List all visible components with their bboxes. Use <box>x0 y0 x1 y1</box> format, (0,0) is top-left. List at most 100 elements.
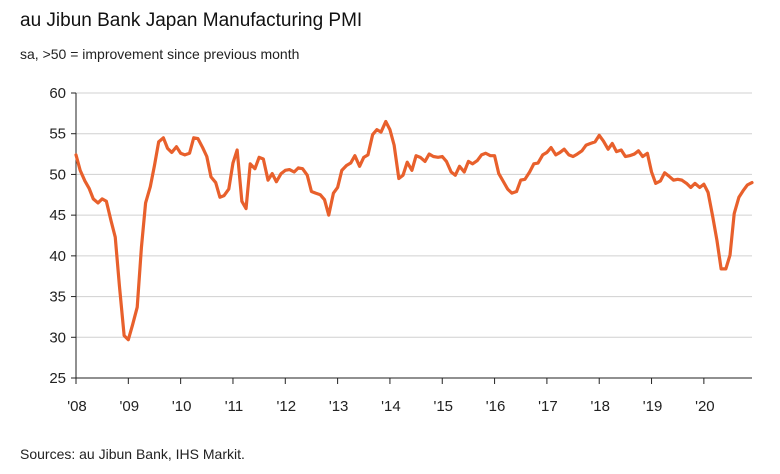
data-point <box>109 219 113 223</box>
chart-title: au Jibun Bank Japan Manufacturing PMI <box>20 10 363 31</box>
data-point <box>96 201 100 205</box>
data-point <box>127 338 130 341</box>
data-point <box>689 186 692 189</box>
data-point <box>510 191 514 195</box>
data-point <box>541 153 544 157</box>
data-point <box>719 267 723 271</box>
data-point <box>598 134 601 137</box>
data-point <box>227 187 230 191</box>
y-tick-label: 60 <box>49 85 66 102</box>
data-point <box>240 200 244 203</box>
y-tick-label: 50 <box>49 166 66 183</box>
data-point <box>702 183 706 186</box>
data-point <box>114 235 117 239</box>
data-point <box>611 142 614 145</box>
data-point <box>711 215 714 218</box>
pmi-series-line <box>74 119 754 342</box>
data-point <box>375 128 379 131</box>
data-point <box>589 142 592 145</box>
data-point <box>353 154 357 157</box>
x-tick-label: '20 <box>695 398 715 415</box>
data-point <box>336 186 339 189</box>
data-point <box>449 170 453 174</box>
data-point <box>654 182 657 185</box>
x-tick-label: '16 <box>486 398 506 415</box>
data-point <box>576 152 579 156</box>
data-point <box>628 154 631 157</box>
data-point <box>562 147 566 151</box>
data-point <box>397 177 401 180</box>
data-point <box>218 196 222 199</box>
data-point <box>580 149 584 153</box>
data-point <box>306 174 309 177</box>
data-point <box>275 180 278 183</box>
data-point <box>741 189 745 192</box>
data-point <box>620 148 623 152</box>
source-note: Sources: au Jibun Bank, IHS Markit. <box>20 446 245 462</box>
data-point <box>567 153 571 157</box>
data-point <box>149 185 152 188</box>
data-point <box>659 179 662 183</box>
data-point <box>515 190 518 193</box>
data-point <box>454 174 457 177</box>
data-point <box>87 187 91 190</box>
data-point <box>175 145 178 148</box>
data-point <box>388 128 392 131</box>
grid-lines <box>76 92 752 338</box>
data-point <box>432 155 435 158</box>
data-point <box>733 212 736 215</box>
data-point <box>327 213 330 217</box>
data-point <box>214 181 217 184</box>
chart-subtitle: sa, >50 = improvement since previous mon… <box>20 46 300 62</box>
x-tick-label: '18 <box>590 398 610 415</box>
data-point <box>414 154 418 157</box>
data-point <box>467 160 470 163</box>
data-point <box>419 156 422 159</box>
data-point <box>593 140 597 144</box>
data-point <box>166 147 169 150</box>
data-point <box>257 156 261 159</box>
data-point <box>427 152 431 156</box>
data-point <box>345 164 348 167</box>
data-point <box>244 207 248 210</box>
x-tick-label: '11 <box>225 398 243 415</box>
data-point <box>532 162 536 166</box>
y-tick-label: 25 <box>49 370 66 387</box>
data-point <box>153 164 156 167</box>
data-point <box>183 153 187 157</box>
data-point <box>157 140 160 144</box>
data-point <box>545 151 549 154</box>
x-tick-label: '12 <box>277 398 297 415</box>
data-point <box>140 246 143 249</box>
data-point <box>698 186 701 189</box>
data-point <box>118 284 121 288</box>
data-point <box>685 182 688 185</box>
data-point <box>196 137 200 140</box>
data-point <box>519 178 522 182</box>
data-point <box>297 166 300 170</box>
data-point <box>271 172 274 175</box>
data-point <box>379 130 383 134</box>
data-point <box>410 169 414 172</box>
data-point <box>310 190 313 193</box>
data-point <box>602 139 605 143</box>
data-point <box>663 171 666 174</box>
data-point <box>222 194 226 197</box>
data-point <box>641 155 644 158</box>
data-point <box>92 197 95 201</box>
data-point <box>584 143 588 147</box>
y-axis-ticks: 25 30 35 40 45 50 55 60 <box>49 85 76 387</box>
data-point <box>750 181 754 184</box>
data-point <box>358 165 361 168</box>
data-point <box>279 172 283 175</box>
data-point <box>680 178 684 182</box>
data-point <box>144 201 147 205</box>
data-point <box>323 198 326 201</box>
data-point <box>406 161 409 164</box>
data-point <box>672 178 675 182</box>
data-point <box>301 167 304 170</box>
data-point <box>441 155 444 158</box>
data-point <box>122 334 126 337</box>
x-tick-label: '10 <box>172 398 192 415</box>
